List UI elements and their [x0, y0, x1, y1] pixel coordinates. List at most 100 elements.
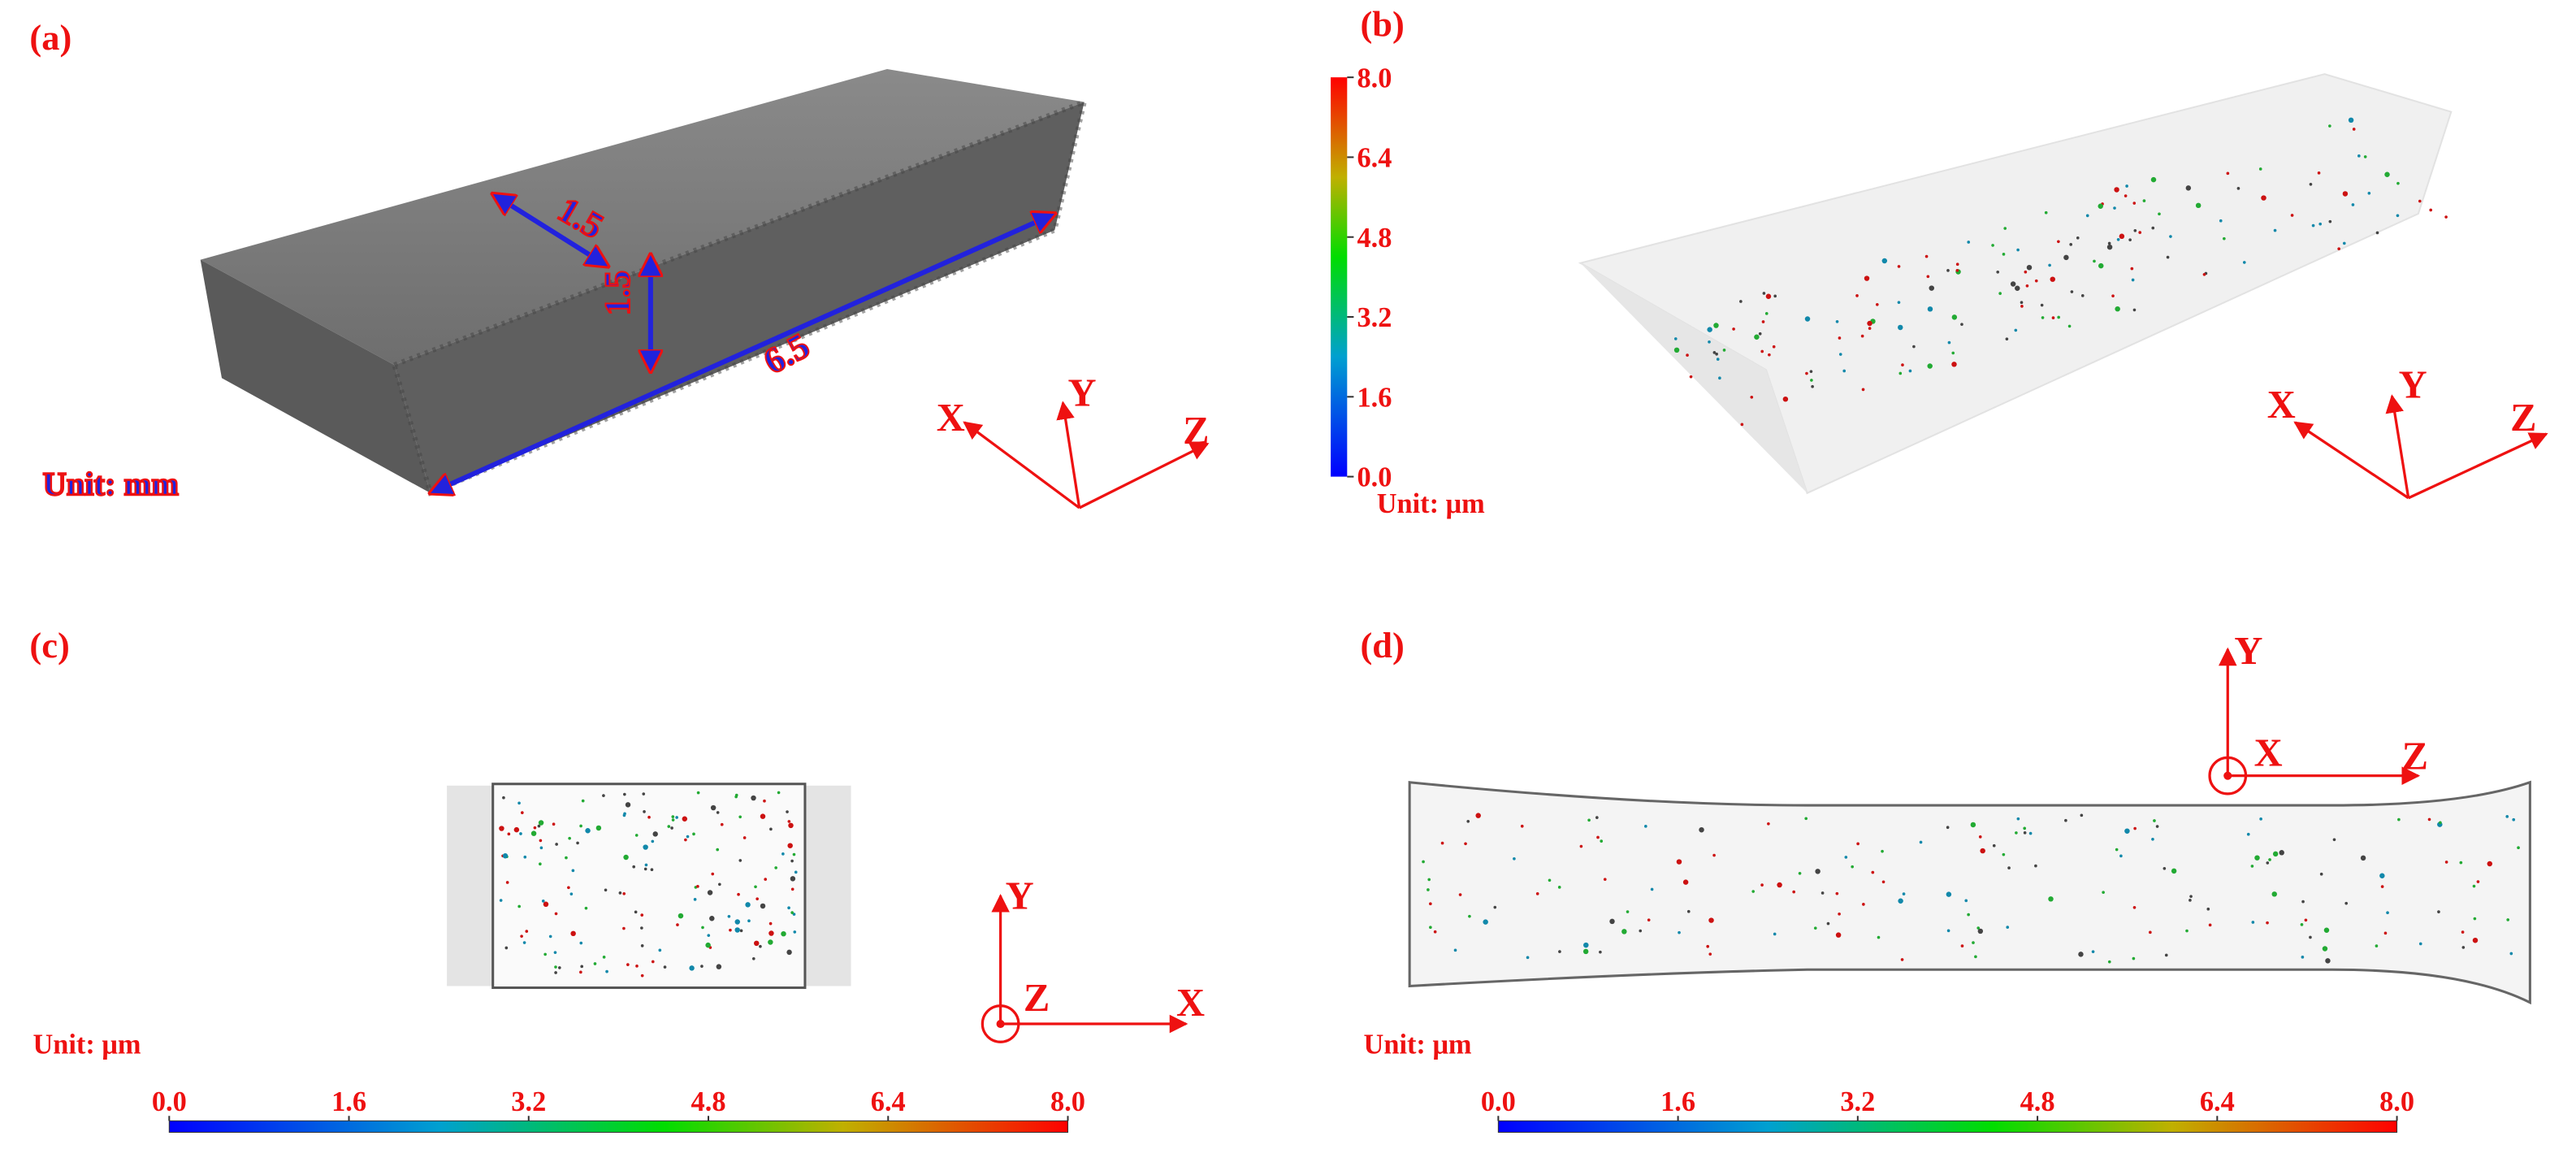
particle	[2461, 946, 2466, 949]
particle	[2163, 866, 2167, 870]
colorbar	[1331, 77, 1348, 477]
particles	[499, 117, 2520, 978]
particle	[759, 944, 762, 948]
particle	[581, 799, 585, 803]
particle	[747, 919, 751, 923]
particle	[1815, 869, 1821, 874]
particle	[548, 934, 552, 939]
particle	[2150, 176, 2157, 183]
particle	[595, 825, 602, 831]
particle	[734, 927, 740, 933]
particle	[505, 881, 509, 884]
particle	[2506, 918, 2510, 921]
particle	[2041, 316, 2045, 319]
particle	[2348, 117, 2354, 124]
particle	[2266, 921, 2269, 925]
particle	[1960, 944, 1964, 947]
particle	[2242, 261, 2246, 264]
particle	[2261, 195, 2266, 201]
particle	[1751, 890, 1756, 893]
particle	[709, 915, 715, 921]
particle	[504, 946, 509, 950]
particle	[2325, 958, 2331, 964]
particle	[768, 930, 774, 936]
particle	[2379, 873, 2385, 878]
particle	[1860, 334, 1864, 338]
particle	[2476, 880, 2480, 883]
particle	[1951, 362, 1957, 367]
particle	[1483, 919, 1488, 925]
particle	[658, 948, 662, 952]
particle	[1557, 886, 1561, 889]
particle	[1712, 351, 1717, 354]
particle	[2002, 253, 2006, 256]
particle	[1768, 353, 1771, 357]
particle	[538, 820, 544, 826]
particle	[579, 970, 582, 974]
particle	[1513, 856, 1516, 861]
colorbar-tick-label: 1.6	[331, 1086, 366, 1117]
particle	[1772, 345, 1776, 349]
particle	[1535, 892, 1539, 895]
particle	[554, 965, 557, 969]
particle	[1970, 822, 1976, 828]
particle	[2076, 236, 2080, 240]
particle	[2091, 950, 2095, 953]
particle	[1974, 955, 1977, 959]
particle	[1713, 323, 1719, 328]
particle	[507, 832, 511, 836]
particle	[684, 838, 687, 842]
particle	[700, 965, 704, 968]
particle	[579, 824, 582, 828]
particle	[671, 818, 675, 822]
particle	[1964, 899, 1968, 903]
particle	[553, 951, 557, 954]
particle	[618, 891, 622, 895]
particle	[1929, 285, 1934, 291]
particle	[640, 926, 643, 930]
particle	[1422, 860, 1425, 864]
particle	[555, 843, 558, 846]
particle	[707, 890, 713, 895]
particle	[2080, 294, 2085, 297]
colorbar-tick-label: 4.8	[691, 1086, 726, 1117]
particle	[2078, 952, 2084, 957]
particle	[1809, 370, 1813, 374]
particle	[769, 827, 773, 831]
particle	[2020, 305, 2024, 308]
particle	[670, 826, 673, 830]
particle	[644, 863, 648, 867]
particle	[568, 836, 571, 840]
particle	[2332, 838, 2336, 842]
particle	[1951, 351, 1955, 355]
particle	[640, 913, 644, 917]
particle	[2351, 203, 2355, 206]
particle	[602, 955, 606, 959]
particle	[1967, 241, 1971, 244]
particle	[543, 901, 549, 908]
particle	[2304, 918, 2308, 922]
particle	[2219, 219, 2223, 223]
colorbar-tick-label: 1.6	[1357, 382, 1392, 413]
particle	[2024, 270, 2028, 274]
particle	[2271, 891, 2277, 897]
particle	[2132, 905, 2137, 909]
axis-arrow	[1078, 442, 1210, 509]
particle	[1708, 340, 1711, 344]
particle	[2246, 832, 2250, 836]
particle	[604, 888, 608, 892]
particle	[2386, 911, 2389, 915]
particle	[1898, 324, 1903, 331]
particle	[2115, 848, 2119, 852]
particle	[1582, 948, 1589, 955]
axis-arrow	[2293, 421, 2409, 500]
particle	[593, 962, 597, 965]
particle	[1739, 300, 1743, 303]
particle	[1765, 293, 1772, 300]
particle	[2069, 243, 2073, 246]
particle	[1821, 891, 1825, 895]
particle	[1626, 910, 1630, 913]
particle	[1898, 371, 1903, 375]
particle	[1998, 292, 2002, 295]
particle	[1897, 265, 1901, 268]
